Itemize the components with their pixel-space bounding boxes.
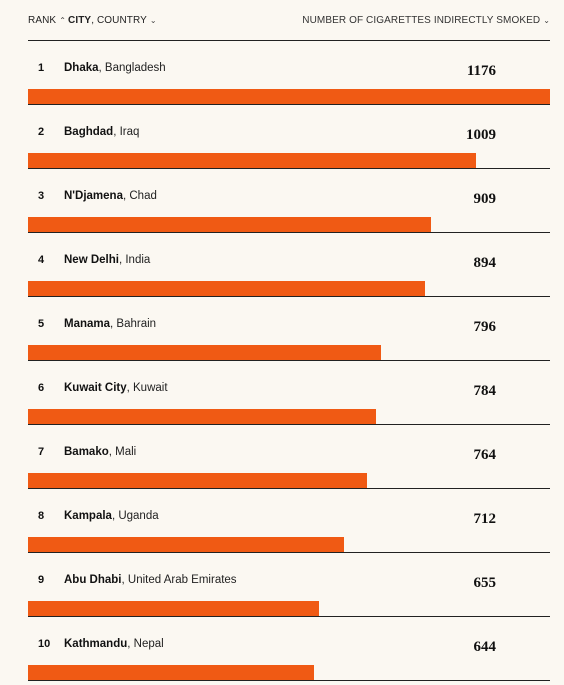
value-bar <box>28 89 550 104</box>
value-bar <box>28 473 367 488</box>
rank-number: 8 <box>38 510 45 522</box>
rank-number: 6 <box>38 382 45 394</box>
city-name: Kathmandu <box>64 638 128 650</box>
city-name: Dhaka <box>64 62 99 74</box>
city-name: Baghdad <box>64 126 114 138</box>
value-bar <box>28 665 314 680</box>
city-name: Kuwait City <box>64 382 127 394</box>
rank-number: 9 <box>38 574 45 586</box>
rank-number: 2 <box>38 126 45 138</box>
city-country-label: Manama, Bahrain <box>64 318 156 330</box>
country-name: , Mali <box>108 446 137 458</box>
city-name: Kampala <box>64 510 112 522</box>
value-bar <box>28 281 425 296</box>
country-name: , Bangladesh <box>98 62 166 74</box>
chevron-up-icon: ⌃ <box>59 16 66 25</box>
table-row: 9 Abu Dhabi, United Arab Emirates 655 <box>28 553 550 617</box>
country-name: , Bahrain <box>110 318 157 330</box>
sort-metric-button[interactable]: NUMBER OF CIGARETTES INDIRECTLY SMOKED ⌄ <box>302 15 550 26</box>
table-row: 4 New Delhi, India 894 <box>28 233 550 297</box>
chevron-down-icon: ⌄ <box>543 16 550 25</box>
rank-number: 1 <box>38 62 45 74</box>
rank-number: 4 <box>38 254 45 266</box>
country-name: , Nepal <box>127 638 164 650</box>
country-name: , Uganda <box>111 510 159 522</box>
value-bar <box>28 345 381 360</box>
cigarette-count-label: 764 <box>473 447 497 463</box>
cigarette-count-label: 712 <box>473 511 497 527</box>
cigarette-count-label: 894 <box>473 255 497 271</box>
city-country-label: Bamako, Mali <box>64 446 136 458</box>
city-country-label: New Delhi, India <box>64 254 150 266</box>
city-name: New Delhi <box>64 254 119 266</box>
table-row: 2 Baghdad, Iraq 1009 <box>28 105 550 169</box>
value-bar <box>28 409 376 424</box>
cigarette-count-label: 909 <box>473 191 497 207</box>
country-name: , India <box>118 254 151 266</box>
country-name: , United Arab Emirates <box>121 574 237 586</box>
cigarette-count-label: 1009 <box>466 127 496 143</box>
table-row: 1 Dhaka, Bangladesh 1176 <box>28 41 550 105</box>
country-header-label: , COUNTRY <box>91 15 147 26</box>
value-bar <box>28 537 344 552</box>
city-name: N'Djamena <box>64 190 123 202</box>
sort-city-button[interactable]: CITY, COUNTRY ⌄ <box>68 15 157 26</box>
value-bar <box>28 601 319 616</box>
cigarette-count-label: 784 <box>473 383 497 399</box>
table-row: 10 Kathmandu, Nepal 644 <box>28 617 550 681</box>
city-country-label: Dhaka, Bangladesh <box>64 62 166 74</box>
table-row: 6 Kuwait City, Kuwait 784 <box>28 361 550 425</box>
country-name: , Iraq <box>113 126 140 138</box>
cigarette-count-label: 655 <box>473 575 497 591</box>
value-bar <box>28 217 431 232</box>
table-row: 3 N'Djamena, Chad 909 <box>28 169 550 233</box>
rank-number: 5 <box>38 318 45 330</box>
country-name: , Chad <box>122 190 157 202</box>
sort-rank-button[interactable]: RANK ⌃ <box>28 15 66 26</box>
table-row: 8 Kampala, Uganda 712 <box>28 489 550 553</box>
rank-number: 3 <box>38 190 45 202</box>
city-country-label: Baghdad, Iraq <box>64 126 139 138</box>
city-country-label: Abu Dhabi, United Arab Emirates <box>64 574 237 586</box>
table-body: 1 Dhaka, Bangladesh 1176 2 Baghdad, Iraq 1009… <box>28 41 550 681</box>
city-name: Abu Dhabi <box>64 574 122 586</box>
cigarette-count-label: 644 <box>473 639 497 655</box>
value-bar <box>28 153 476 168</box>
city-country-label: Kathmandu, Nepal <box>64 638 164 650</box>
chevron-down-icon: ⌄ <box>149 16 157 25</box>
table-header: RANK ⌃ CITY, COUNTRY ⌄ NUMBER OF CIGARETTE… <box>28 0 550 41</box>
city-name: Bamako <box>64 446 109 458</box>
cigarette-count-label: 1176 <box>466 63 496 79</box>
cigarette-count-label: 796 <box>473 319 497 335</box>
country-name: , Kuwait <box>126 382 168 394</box>
table-row: 7 Bamako, Mali 764 <box>28 425 550 489</box>
city-header-label: CITY <box>68 15 92 26</box>
metric-header-label: NUMBER OF CIGARETTES INDIRECTLY SMOKED <box>302 15 541 26</box>
rank-header-label: RANK <box>28 15 57 26</box>
city-country-label: N'Djamena, Chad <box>64 190 157 202</box>
rank-number: 10 <box>38 638 51 650</box>
city-name: Manama <box>64 318 111 330</box>
city-country-label: Kampala, Uganda <box>64 510 159 522</box>
city-country-label: Kuwait City, Kuwait <box>64 382 168 394</box>
rank-number: 7 <box>38 446 45 458</box>
table-row: 5 Manama, Bahrain 796 <box>28 297 550 361</box>
